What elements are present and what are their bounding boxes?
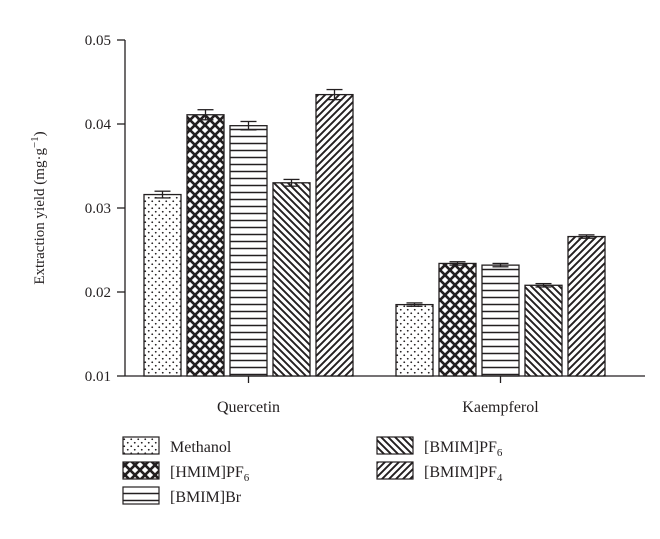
- bar: [395, 303, 434, 377]
- error-bars: [154, 88, 595, 307]
- legend-label: [HMIM]PF6: [170, 464, 250, 484]
- legend: Methanol [HMIM]PF6 [BMIM]Br [BMIM]PF6 [BMIM]…: [122, 436, 503, 506]
- bar: [567, 235, 606, 377]
- y-tick-label: 0.04: [85, 117, 112, 133]
- legend-swatch: [376, 461, 414, 480]
- legend-swatch: [122, 436, 160, 455]
- bar: [186, 114, 225, 377]
- legend-swatch: [376, 436, 414, 455]
- legend-label: [BMIM]Br: [170, 489, 242, 506]
- y-tick-label: 0.02: [85, 285, 111, 301]
- bar: [481, 264, 520, 377]
- bar: [143, 193, 182, 377]
- bars: [143, 93, 606, 377]
- bar: [438, 262, 477, 377]
- bar: [272, 182, 311, 377]
- y-axis-title: Extraction yield (mg·g−1): [29, 131, 48, 284]
- y-tick-label: 0.03: [85, 201, 111, 217]
- legend-label: Methanol: [170, 439, 232, 456]
- legend-swatch: [122, 461, 160, 480]
- x-category-label: Kaempferol: [462, 399, 539, 416]
- legend-swatch: [122, 486, 160, 505]
- bar: [229, 125, 268, 377]
- legend-label: [BMIM]PF6: [424, 439, 503, 459]
- bar: [315, 93, 354, 377]
- y-tick-label: 0.05: [85, 33, 111, 49]
- y-tick-label: 0.01: [85, 369, 111, 385]
- x-category-label: Quercetin: [217, 399, 280, 416]
- legend-label: [BMIM]PF4: [424, 464, 503, 484]
- bar: [524, 284, 563, 377]
